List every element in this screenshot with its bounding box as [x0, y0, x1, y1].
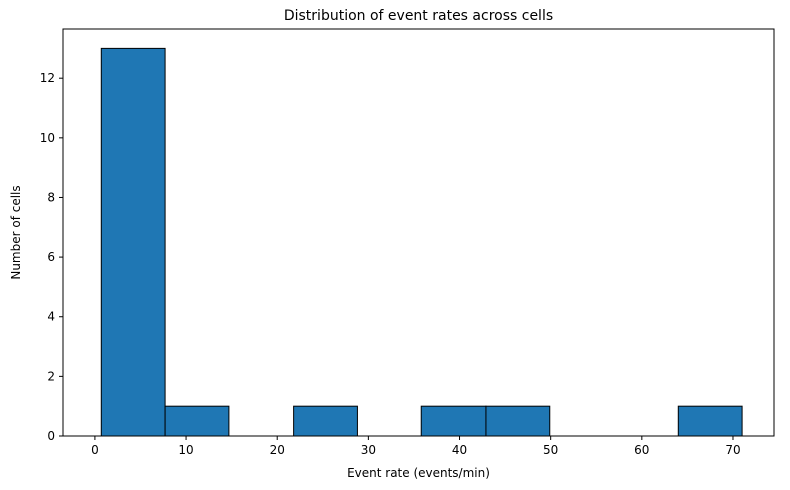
x-axis-ticks: 0 10 20 30 40 50 60 70 — [91, 436, 741, 457]
y-tick-label-3: 6 — [47, 250, 55, 264]
y-tick-label-1: 2 — [47, 369, 55, 383]
plot-frame — [62, 28, 775, 437]
histogram-bar-1 — [164, 405, 230, 437]
histogram-bar-9 — [677, 405, 743, 437]
y-tick-label-0: 0 — [47, 429, 55, 443]
bars-group — [100, 47, 743, 437]
y-axis-label: Number of cells — [9, 185, 23, 279]
x-tick-label-2: 20 — [270, 443, 285, 457]
x-tick-label-6: 60 — [634, 443, 649, 457]
y-tick-label-2: 4 — [47, 310, 55, 324]
x-tick-label-7: 70 — [725, 443, 740, 457]
y-axis-ticks: 0 2 4 6 8 10 12 — [40, 71, 63, 443]
histogram-bar-0 — [100, 47, 166, 437]
y-tick-label-6: 12 — [40, 71, 55, 85]
x-tick-label-5: 50 — [543, 443, 558, 457]
x-axis-label: Event rate (events/min) — [347, 466, 490, 480]
x-tick-label-3: 30 — [361, 443, 376, 457]
y-tick-label-4: 8 — [47, 190, 55, 204]
y-tick-label-5: 10 — [40, 131, 55, 145]
chart-title: Distribution of event rates across cells — [284, 8, 553, 24]
histogram-bar-5 — [420, 405, 487, 437]
x-tick-label-4: 40 — [452, 443, 467, 457]
x-tick-label-0: 0 — [91, 443, 99, 457]
x-tick-label-1: 10 — [178, 443, 193, 457]
histogram-bar-3 — [293, 405, 358, 437]
histogram-bar-6 — [485, 405, 551, 437]
